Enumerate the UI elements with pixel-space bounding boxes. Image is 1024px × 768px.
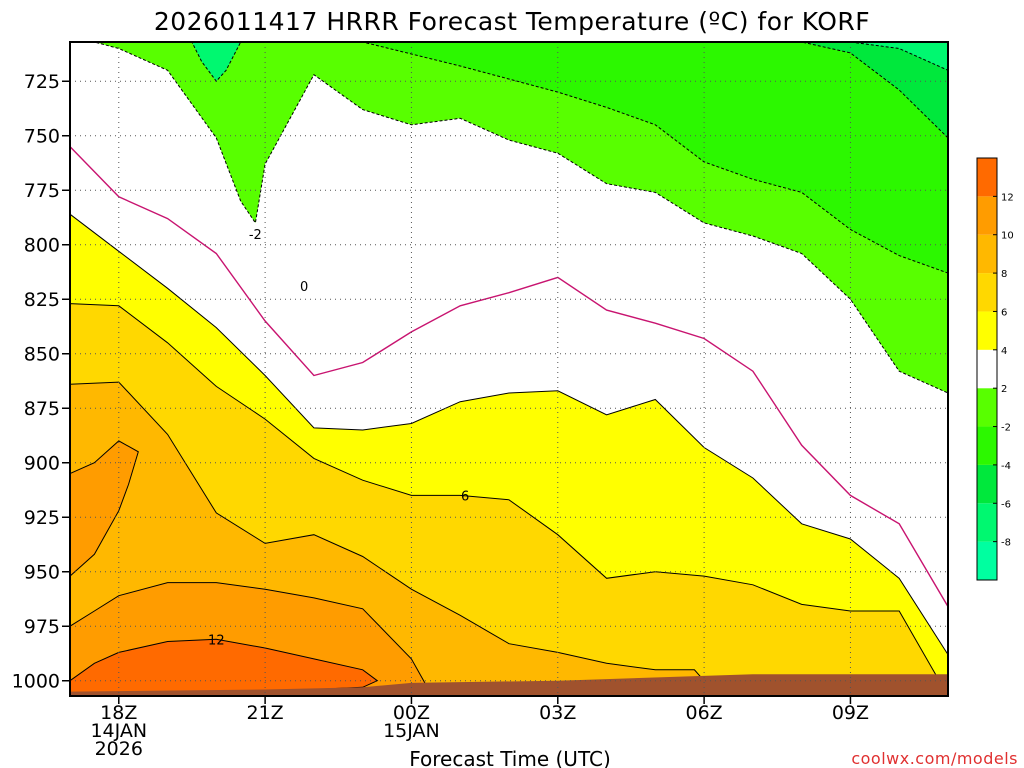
plot-area: -2 0 6 12 725 750 775 800 825 850 875 900 925 950 975 1… — [12, 41, 949, 760]
colorbar-swatch — [977, 273, 997, 312]
colorbar-tick-label: -4 — [1001, 461, 1011, 472]
x-tick-label: 18Z — [100, 702, 137, 724]
y-tick-label: 800 — [24, 235, 60, 257]
colorbar-tick-label: 6 — [1001, 307, 1007, 318]
ground-surface — [70, 674, 948, 696]
colorbar-swatch — [977, 388, 997, 427]
x-axis-label: Forecast Time (UTC) — [409, 747, 611, 768]
contour-label: 12 — [208, 633, 225, 648]
credit-text: coolwx.com/models — [851, 749, 1018, 768]
temperature-band--4 — [118, 41, 949, 274]
y-tick-label: 850 — [24, 344, 60, 366]
colorbar-tick-label: -6 — [1001, 499, 1011, 510]
colorbar-swatch — [977, 503, 997, 542]
contour-label: 6 — [461, 489, 469, 504]
colorbar-tick-label: 2 — [1001, 384, 1007, 395]
colorbar-tick-label: -8 — [1001, 538, 1011, 549]
x-tick-label: 15JAN — [383, 720, 440, 742]
colorbar-tick-label: 4 — [1001, 346, 1007, 357]
colorbar-swatch — [977, 349, 997, 389]
chart-title: 2026011417 HRRR Forecast Temperature (ºC… — [154, 7, 870, 36]
x-tick-label: 14JAN — [90, 720, 147, 742]
colorbar-tick-label: 10 — [1001, 231, 1014, 242]
colorbar-frame — [976, 157, 998, 581]
colorbar-swatch — [977, 196, 997, 235]
x-tick-label: 09Z — [832, 702, 869, 724]
colorbar-tick-label: 8 — [1001, 269, 1007, 280]
colorbar-swatch — [977, 541, 997, 580]
y-tick-label: 950 — [24, 562, 60, 584]
x-tick-label: 06Z — [686, 702, 723, 724]
y-tick-label: 825 — [24, 289, 60, 311]
colorbar-swatch — [977, 311, 997, 350]
y-tick-label: 925 — [24, 507, 60, 529]
contour-label: 0 — [300, 280, 308, 295]
y-tick-label: 900 — [24, 453, 60, 475]
y-tick-label: 750 — [24, 126, 60, 148]
y-tick-label: 775 — [24, 180, 60, 202]
x-tick-label: 2026 — [95, 738, 143, 760]
colorbar: -8 -6 -4 -2 2 4 6 8 10 12 — [976, 157, 1014, 581]
colorbar-tick-label: 12 — [1001, 192, 1014, 203]
y-tick-label: 725 — [24, 71, 60, 93]
y-tick-label: 875 — [24, 398, 60, 420]
colorbar-tick-label: -2 — [1001, 423, 1011, 434]
contour-label: -2 — [249, 228, 262, 243]
colorbar-swatch — [977, 426, 997, 465]
temperature-band-10 — [69, 440, 427, 697]
colorbar-swatch — [977, 464, 997, 504]
y-tick-label: 1000 — [12, 671, 60, 693]
colorbar-swatch — [977, 158, 997, 197]
x-tick-label: 21Z — [247, 702, 284, 724]
plot-frame — [69, 41, 949, 697]
x-tick-label: 00Z — [393, 702, 430, 724]
x-tick-label: 03Z — [539, 702, 576, 724]
y-tick-label: 975 — [24, 616, 60, 638]
colorbar-swatch — [977, 234, 997, 274]
